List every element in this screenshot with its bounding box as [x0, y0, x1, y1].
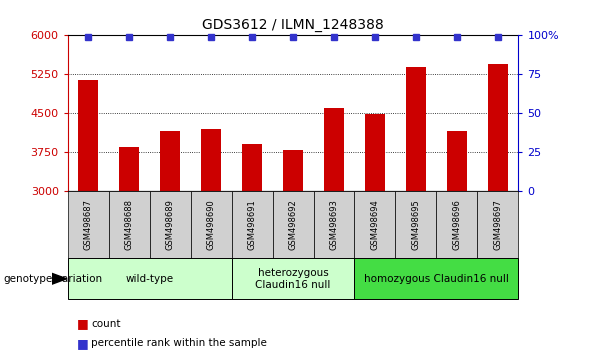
Title: GDS3612 / ILMN_1248388: GDS3612 / ILMN_1248388: [202, 18, 384, 32]
Bar: [109, 191, 150, 258]
Bar: [395, 191, 436, 258]
Text: GSM498697: GSM498697: [494, 199, 502, 250]
Bar: [283, 150, 303, 191]
Text: GSM498688: GSM498688: [125, 199, 134, 250]
Bar: [160, 131, 180, 191]
Text: GSM498687: GSM498687: [84, 199, 92, 250]
Bar: [78, 80, 98, 191]
Bar: [68, 258, 231, 299]
Bar: [150, 191, 191, 258]
Text: genotype/variation: genotype/variation: [3, 274, 102, 284]
Text: GSM498692: GSM498692: [289, 199, 297, 250]
Bar: [365, 114, 385, 191]
Text: percentile rank within the sample: percentile rank within the sample: [91, 338, 267, 348]
Text: GSM498691: GSM498691: [247, 199, 257, 250]
Bar: [436, 191, 477, 258]
Bar: [324, 108, 344, 191]
Bar: [355, 258, 518, 299]
Bar: [242, 144, 262, 191]
Bar: [191, 191, 231, 258]
Bar: [231, 258, 355, 299]
Bar: [313, 191, 355, 258]
Bar: [201, 129, 221, 191]
Bar: [355, 191, 395, 258]
Text: GSM498693: GSM498693: [329, 199, 339, 250]
Text: wild-type: wild-type: [125, 274, 174, 284]
Bar: [488, 64, 508, 191]
Bar: [446, 131, 467, 191]
Bar: [406, 67, 426, 191]
Bar: [231, 191, 273, 258]
Bar: [273, 191, 313, 258]
Text: GSM498696: GSM498696: [452, 199, 461, 250]
Text: GSM498689: GSM498689: [166, 199, 175, 250]
Text: GSM498690: GSM498690: [207, 199, 216, 250]
Polygon shape: [52, 273, 67, 284]
Text: GSM498695: GSM498695: [411, 199, 421, 250]
Text: count: count: [91, 319, 121, 329]
Text: ■: ■: [77, 318, 88, 330]
Text: heterozygous
Claudin16 null: heterozygous Claudin16 null: [256, 268, 330, 290]
Bar: [68, 191, 109, 258]
Bar: [477, 191, 518, 258]
Text: ■: ■: [77, 337, 88, 350]
Text: homozygous Claudin16 null: homozygous Claudin16 null: [364, 274, 509, 284]
Text: GSM498694: GSM498694: [370, 199, 379, 250]
Bar: [119, 147, 140, 191]
